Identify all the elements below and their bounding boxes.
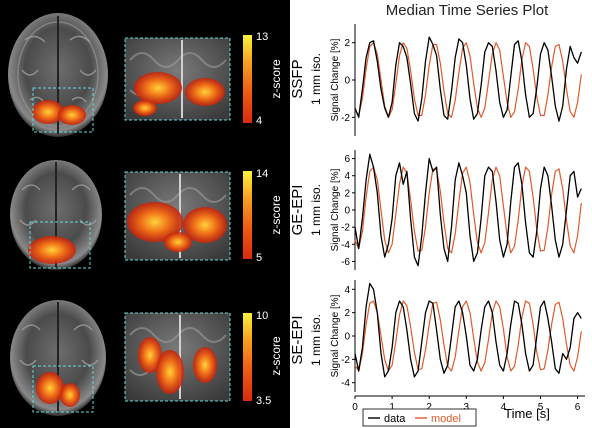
activation-blob xyxy=(134,72,182,104)
roi-box xyxy=(32,87,94,133)
series-line-model xyxy=(354,166,582,254)
method-label-ssfp: SSFP xyxy=(289,59,306,98)
y-axis-label: Signal Change [%] xyxy=(330,294,341,377)
x-axis-label: Time [s] xyxy=(504,406,550,421)
activation-blob xyxy=(60,383,80,407)
activation-blob xyxy=(193,347,217,383)
y-tick-label: -6 xyxy=(341,257,350,268)
y-tick-label: 2 xyxy=(344,308,350,319)
colorbar-ge-epi xyxy=(243,171,252,259)
resolution-label-ssfp: 1 mm iso. xyxy=(309,53,323,105)
colorbar-min: 5 xyxy=(256,252,262,264)
activation-blob xyxy=(183,207,227,243)
y-tick-label: 0 xyxy=(344,76,350,87)
x-tick-label: 6 xyxy=(575,402,581,413)
zoom-box xyxy=(124,37,231,121)
activation-blob xyxy=(58,105,86,125)
activation-blob xyxy=(133,100,157,116)
row-se-epi-images: 10 3.5 z-score xyxy=(10,300,283,416)
activation-blob xyxy=(164,232,192,252)
zoom-box xyxy=(124,171,231,261)
y-axis-label: Signal Change [%] xyxy=(330,168,341,251)
activation-blob xyxy=(127,202,183,242)
figure-title: Median Time Series Plot xyxy=(386,2,549,19)
brain-gyri xyxy=(21,35,97,103)
colorbar-min: 3.5 xyxy=(256,395,271,407)
x-tick-label: 0 xyxy=(352,402,358,413)
zoom-box xyxy=(124,312,231,402)
y-tick-label: -4 xyxy=(341,378,350,389)
series-line-model xyxy=(354,300,582,372)
activation-blob xyxy=(185,78,225,106)
colorbar-max: 13 xyxy=(256,31,268,43)
zoom-gyri xyxy=(129,187,227,203)
series-line-data xyxy=(354,282,582,378)
y-tick-label: 6 xyxy=(344,154,350,165)
colorbar-max: 10 xyxy=(256,310,268,322)
y-tick-label: -2 xyxy=(341,113,350,124)
brain-gyri xyxy=(19,324,99,366)
activation-blob xyxy=(138,337,162,373)
activation-blob xyxy=(28,236,76,264)
legend: data model xyxy=(362,408,477,427)
x-tick-label: 2 xyxy=(426,402,432,413)
y-tick-label: 2 xyxy=(344,38,350,49)
colorbar-label: z-score xyxy=(269,59,283,99)
y-tick-label: -4 xyxy=(341,240,350,251)
legend-label-data: data xyxy=(384,413,406,425)
y-tick-label: 0 xyxy=(344,206,350,217)
x-tick-label: 1 xyxy=(389,402,395,413)
roi-box xyxy=(29,221,91,269)
colorbar-label: z-score xyxy=(269,336,283,376)
y-axis-label: Signal Change [%] xyxy=(330,38,341,121)
row-ge-epi-images: 14 5 z-score xyxy=(10,160,283,270)
colorbar-label: z-score xyxy=(269,195,283,235)
method-label-se-epi: SE-EPI xyxy=(289,315,306,364)
roi-box xyxy=(32,365,94,413)
method-label-ge-epi: GE-EPI xyxy=(289,185,306,236)
row-ssfp-images: 13 4 z-score xyxy=(8,13,283,137)
resolution-label-se-epi: 1 mm iso. xyxy=(309,314,323,366)
y-tick-label: 0 xyxy=(344,332,350,343)
y-tick-label: -2 xyxy=(341,223,350,234)
x-tick-label: 4 xyxy=(501,402,507,413)
series-line-data xyxy=(354,36,582,122)
colorbar-min: 4 xyxy=(256,115,262,127)
y-tick-label: -2 xyxy=(341,355,350,366)
resolution-label-ge-epi: 1 mm iso. xyxy=(309,184,323,236)
y-tick-label: 2 xyxy=(344,188,350,199)
brain-gyri xyxy=(19,184,97,226)
legend-label-model: model xyxy=(431,413,461,425)
y-tick-label: 4 xyxy=(344,285,350,296)
colorbar-se-epi xyxy=(243,313,252,401)
series-line-data xyxy=(354,153,582,267)
colorbar-ssfp xyxy=(243,35,252,123)
activation-blob xyxy=(156,350,184,394)
x-tick-label: 5 xyxy=(538,402,544,413)
activation-blob xyxy=(36,372,64,404)
x-tick-label: 3 xyxy=(464,402,470,413)
activation-blob xyxy=(32,100,64,124)
colorbar-max: 14 xyxy=(256,168,268,180)
series-line-model xyxy=(354,42,582,118)
y-tick-label: 4 xyxy=(344,171,350,182)
